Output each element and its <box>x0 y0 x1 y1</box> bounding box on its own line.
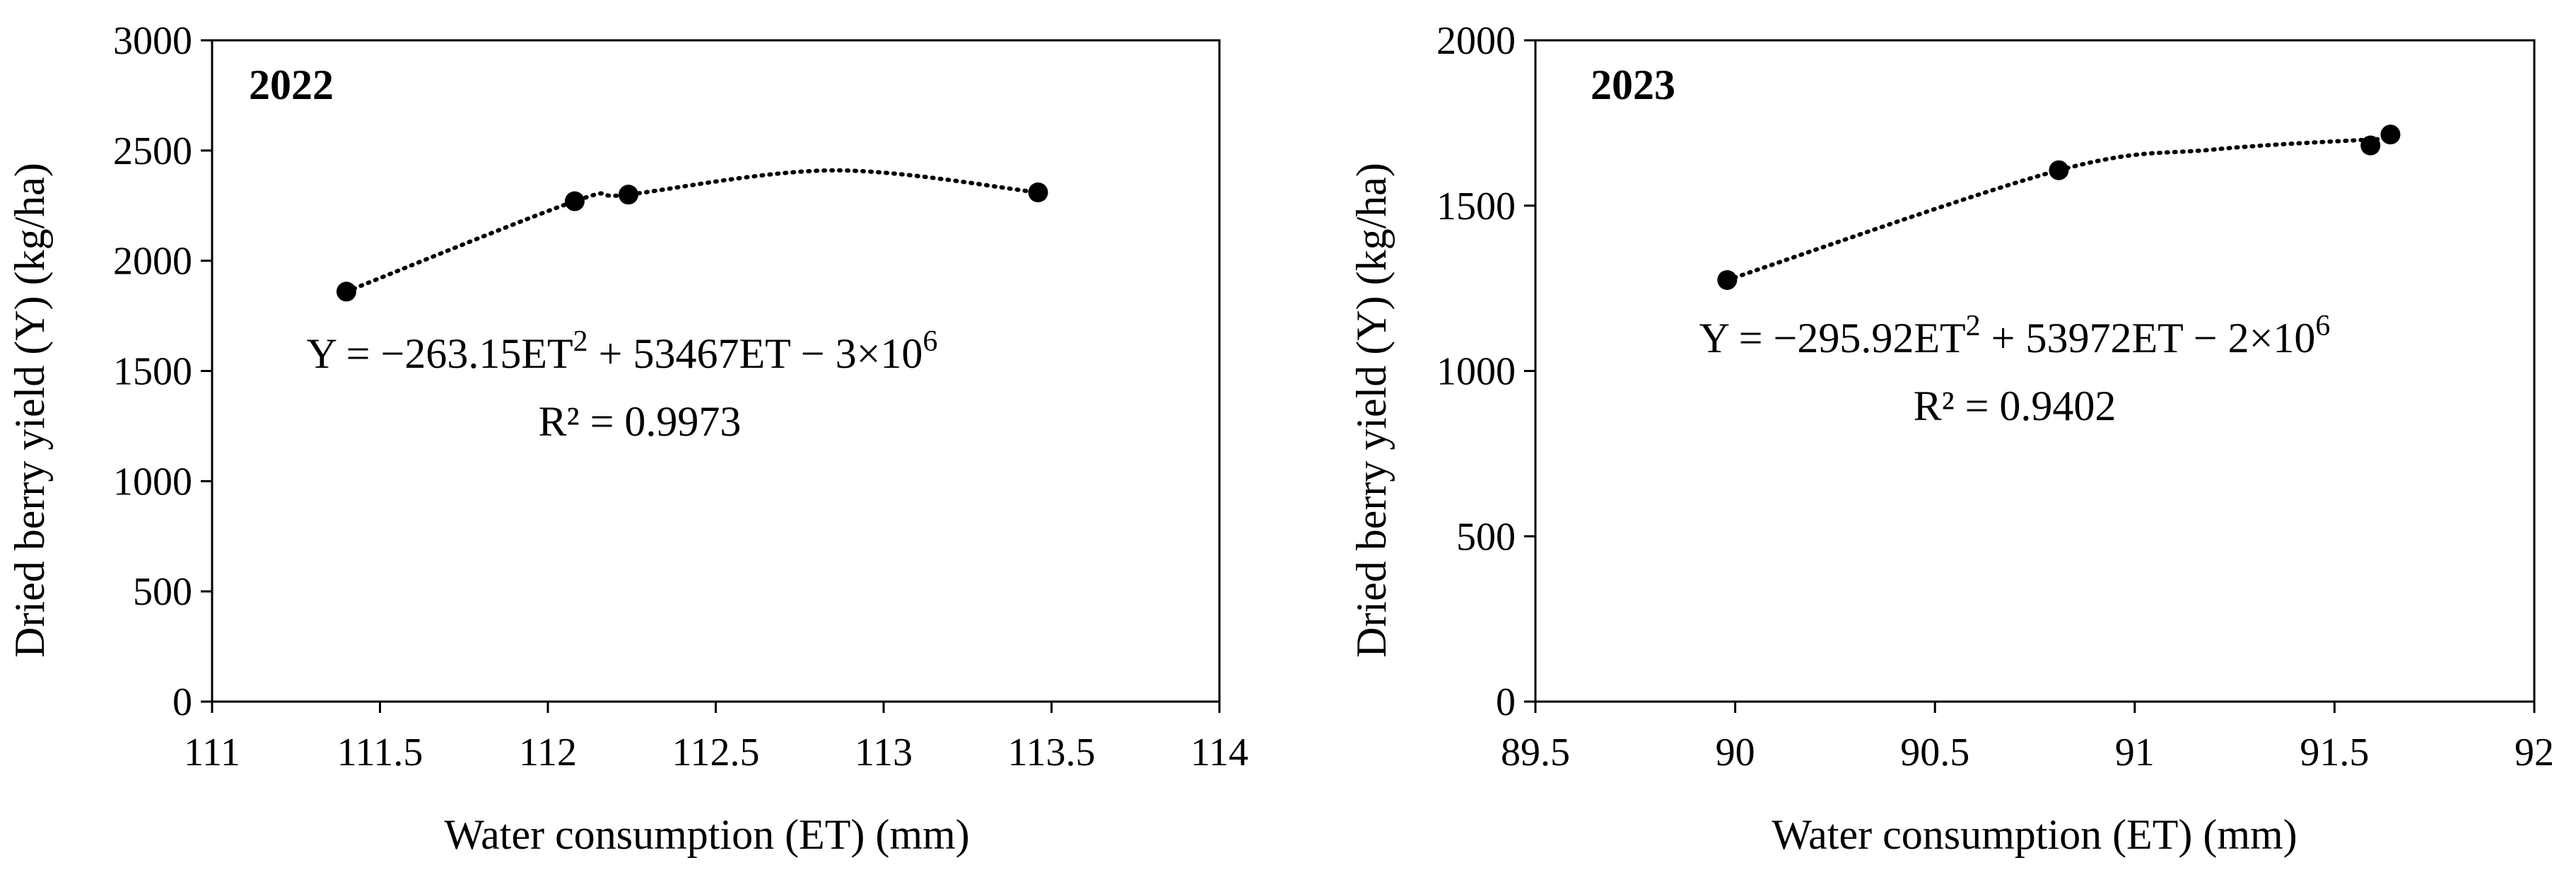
trend-equation: Y = −263.15ET2 + 53467ET − 3×106 <box>307 325 938 377</box>
y-axis-title: Dried berry yield (Y) (kg/ha) <box>1348 163 1395 658</box>
y-tick-label: 1500 <box>1436 185 1516 228</box>
r-squared-label: R² = 0.9973 <box>539 398 742 445</box>
x-tick-label: 91.5 <box>2300 731 2369 774</box>
y-tick-label: 1000 <box>113 460 192 504</box>
trendline <box>1725 137 2393 282</box>
y-tick-label: 2500 <box>113 129 192 173</box>
x-tick-label: 113.5 <box>1008 731 1096 774</box>
plot-area: 0 500 1000 1500 2000 2500 3000 111 111.5 112 112.5… <box>113 19 1248 774</box>
trend-equation: Y = −295.92ET2 + 53972ET − 2×106 <box>1699 310 2331 361</box>
chart-panel-2022: 0 500 1000 1500 2000 2500 3000 111 111.5 112 112.5… <box>6 19 1248 858</box>
trendline <box>344 168 1041 294</box>
y-tick-label: 2000 <box>1436 19 1516 63</box>
x-tick-label: 90.5 <box>1900 731 1969 774</box>
y-tick-label: 1000 <box>1436 350 1516 394</box>
y-axis-title: Dried berry yield (Y) (kg/ha) <box>6 163 53 658</box>
data-point <box>619 185 638 205</box>
y-tick-label: 1500 <box>113 350 192 394</box>
x-tick-label: 92 <box>2514 731 2554 774</box>
y-tick-label: 500 <box>1456 515 1516 559</box>
y-tick-label: 0 <box>1496 680 1516 724</box>
data-point <box>336 281 356 302</box>
x-tick-label: 111.5 <box>337 731 423 774</box>
panel-label: 2023 <box>1591 62 1675 108</box>
x-tick-label: 113 <box>855 731 913 774</box>
x-tick-label: 112 <box>519 731 577 774</box>
panel-label: 2022 <box>249 62 334 108</box>
y-tick-label: 0 <box>172 680 192 724</box>
data-point <box>565 191 585 211</box>
data-point <box>1717 269 1738 290</box>
y-tick-label: 3000 <box>113 19 192 63</box>
data-point <box>1028 182 1048 203</box>
x-axis-title: Water consumption (ET) (mm) <box>444 811 969 858</box>
data-point <box>2049 160 2069 180</box>
x-tick-label: 112.5 <box>672 731 760 774</box>
x-tick-label: 89.5 <box>1501 731 1570 774</box>
x-tick-label: 111 <box>184 731 240 774</box>
y-tick-label: 500 <box>133 570 192 614</box>
x-tick-label: 90 <box>1716 731 1755 774</box>
r-squared-label: R² = 0.9402 <box>1914 383 2117 429</box>
data-point <box>2360 135 2381 156</box>
plot-area: 0 500 1000 1500 2000 89.5 90 90.5 91 91.5 92 <box>1436 19 2554 774</box>
y-tick-label: 2000 <box>113 240 192 284</box>
x-tick-label: 91 <box>2115 731 2155 774</box>
data-point <box>2380 124 2401 145</box>
x-tick-label: 114 <box>1190 731 1248 774</box>
x-axis-title: Water consumption (ET) (mm) <box>1772 811 2297 858</box>
